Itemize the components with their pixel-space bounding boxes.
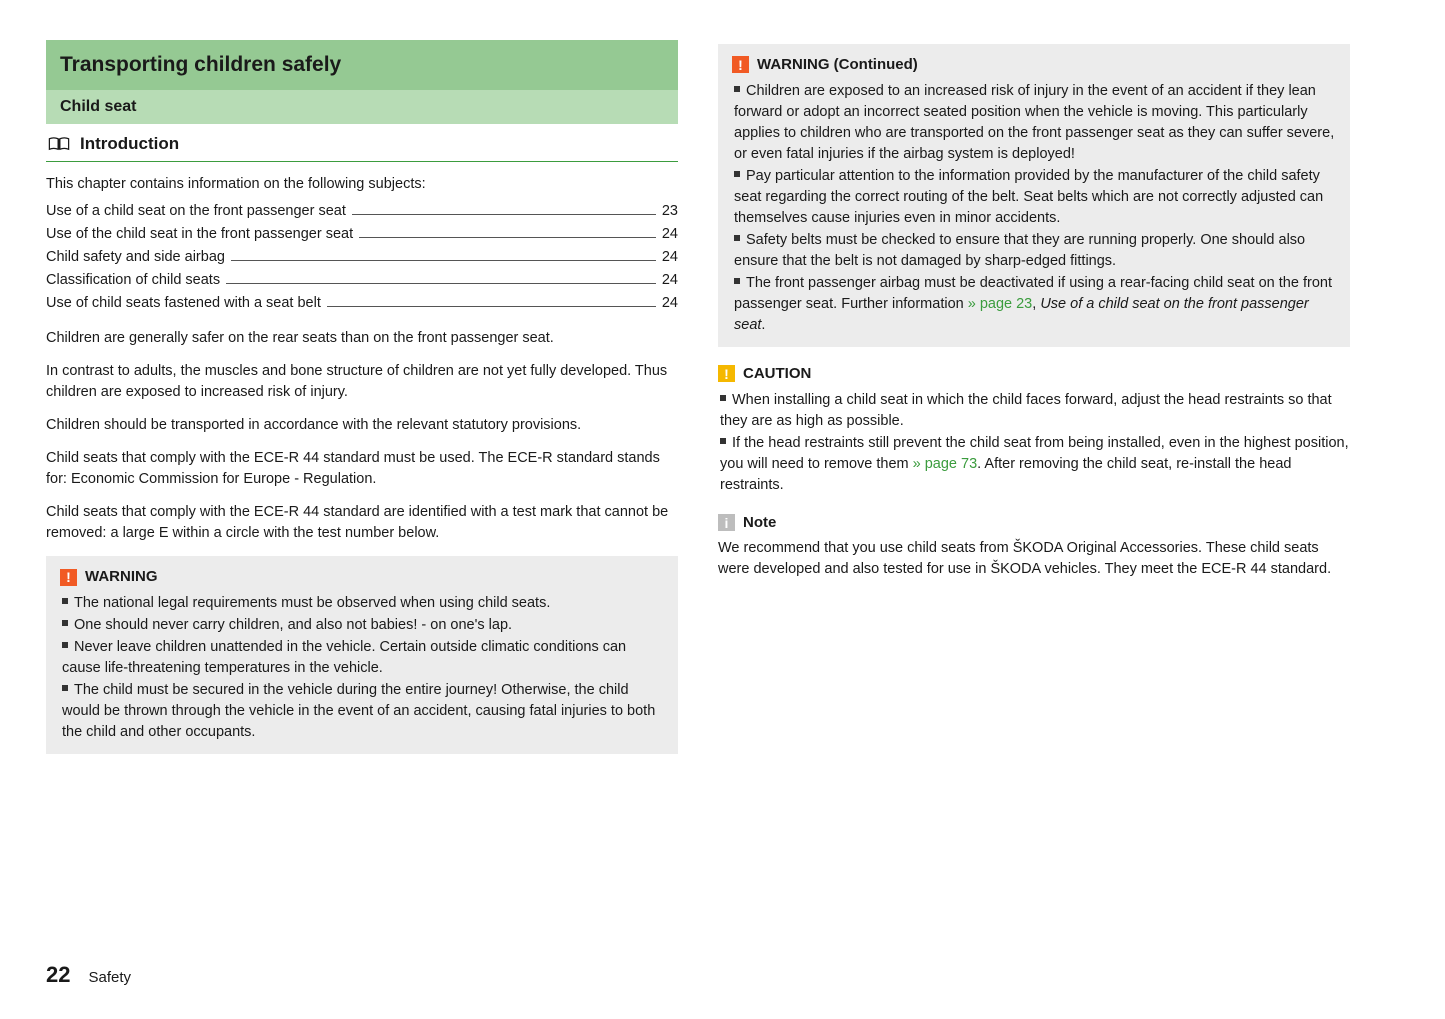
warning-item-text: The national legal requirements must be … <box>74 595 550 611</box>
toc-row: Use of child seats fastened with a seat … <box>46 293 678 314</box>
page-number: 22 <box>46 959 70 991</box>
note-title: i Note <box>718 512 1350 534</box>
right-column: ! WARNING (Continued) Children are expos… <box>718 40 1350 754</box>
body-paragraph: In contrast to adults, the muscles and b… <box>46 361 678 403</box>
warning-item: The child must be secured in the vehicle… <box>62 680 664 743</box>
caution-list: When installing a child seat in which th… <box>718 390 1350 496</box>
toc-row: Use of the child seat in the front passe… <box>46 224 678 245</box>
warning-icon: ! <box>732 56 749 73</box>
toc-label: Use of a child seat on the front passeng… <box>46 201 346 222</box>
footer-section-name: Safety <box>88 967 131 989</box>
left-column: Transporting children safely Child seat … <box>46 40 678 754</box>
note-text: We recommend that you use child seats fr… <box>718 538 1350 580</box>
page-reference-link[interactable]: » page 73 <box>913 456 978 472</box>
warning-item: Children are exposed to an increased ris… <box>734 81 1336 165</box>
toc-label: Use of the child seat in the front passe… <box>46 224 353 245</box>
toc: Use of a child seat on the front passeng… <box>46 201 678 314</box>
bullet-icon <box>720 395 726 401</box>
page-reference-link[interactable]: » page 23 <box>968 296 1033 312</box>
text-fragment: . <box>761 317 765 333</box>
bullet-icon <box>62 685 68 691</box>
warning-title-text: WARNING <box>85 566 158 588</box>
warning-item: Safety belts must be checked to ensure t… <box>734 230 1336 272</box>
warning-item: Pay particular attention to the informat… <box>734 166 1336 229</box>
bullet-icon <box>734 171 740 177</box>
intro-lead: This chapter contains information on the… <box>46 174 678 195</box>
warning-item-text: One should never carry children, and als… <box>74 617 512 633</box>
bullet-icon <box>720 438 726 444</box>
warning-item-text: Safety belts must be checked to ensure t… <box>734 232 1305 269</box>
intro-bar: Introduction <box>46 124 678 163</box>
page: Transporting children safely Child seat … <box>0 0 1445 754</box>
bullet-icon <box>734 86 740 92</box>
warning-item-text: Children are exposed to an increased ris… <box>734 83 1334 162</box>
warning-continued-list: Children are exposed to an increased ris… <box>732 81 1336 336</box>
toc-page: 24 <box>662 247 678 268</box>
bullet-icon <box>62 620 68 626</box>
body-paragraph: Child seats that comply with the ECE-R 4… <box>46 502 678 544</box>
warning-item-text: Never leave children unattended in the v… <box>62 639 626 676</box>
caution-item-text: When installing a child seat in which th… <box>720 392 1332 429</box>
caution-icon: ! <box>718 365 735 382</box>
note-title-text: Note <box>743 512 776 534</box>
sub-heading: Child seat <box>46 90 678 123</box>
warning-continued-title-text: WARNING (Continued) <box>757 54 918 76</box>
warning-continued-callout: ! WARNING (Continued) Children are expos… <box>718 44 1350 347</box>
book-icon <box>48 137 70 151</box>
body-paragraph: Child seats that comply with the ECE-R 4… <box>46 448 678 490</box>
toc-row: Classification of child seats 24 <box>46 270 678 291</box>
warning-list: The national legal requirements must be … <box>60 593 664 743</box>
toc-label: Classification of child seats <box>46 270 220 291</box>
warning-callout: ! WARNING The national legal requirement… <box>46 556 678 754</box>
toc-row: Use of a child seat on the front passeng… <box>46 201 678 222</box>
toc-leader <box>359 237 656 238</box>
warning-item-text: Pay particular attention to the informat… <box>734 168 1323 226</box>
warning-item: The national legal requirements must be … <box>62 593 664 614</box>
toc-page: 24 <box>662 224 678 245</box>
warning-continued-title: ! WARNING (Continued) <box>732 54 1336 76</box>
bullet-icon <box>734 278 740 284</box>
warning-item-text: The front passenger airbag must be deact… <box>734 275 1332 333</box>
toc-row: Child safety and side airbag 24 <box>46 247 678 268</box>
bullet-icon <box>62 598 68 604</box>
caution-item-text: If the head restraints still prevent the… <box>720 435 1349 493</box>
intro-title: Introduction <box>80 132 179 157</box>
caution-item: When installing a child seat in which th… <box>720 390 1350 432</box>
toc-leader <box>231 260 656 261</box>
body-paragraph: Children are generally safer on the rear… <box>46 328 678 349</box>
caution-title-text: CAUTION <box>743 363 811 385</box>
toc-leader <box>352 214 656 215</box>
toc-page: 23 <box>662 201 678 222</box>
warning-icon: ! <box>60 569 77 586</box>
body-paragraph: Children should be transported in accord… <box>46 415 678 436</box>
main-heading: Transporting children safely <box>46 40 678 90</box>
bullet-icon <box>734 235 740 241</box>
warning-item: Never leave children unattended in the v… <box>62 637 664 679</box>
caution-title: ! CAUTION <box>718 363 1350 385</box>
toc-leader <box>226 283 656 284</box>
toc-leader <box>327 306 656 307</box>
toc-page: 24 <box>662 270 678 291</box>
toc-label: Child safety and side airbag <box>46 247 225 268</box>
page-footer: 22 Safety <box>46 959 131 991</box>
bullet-icon <box>62 642 68 648</box>
warning-item: One should never carry children, and als… <box>62 615 664 636</box>
warning-item-text: The child must be secured in the vehicle… <box>62 682 655 740</box>
caution-item: If the head restraints still prevent the… <box>720 433 1350 496</box>
info-icon: i <box>718 514 735 531</box>
toc-label: Use of child seats fastened with a seat … <box>46 293 321 314</box>
warning-title: ! WARNING <box>60 566 664 588</box>
toc-page: 24 <box>662 293 678 314</box>
warning-item: The front passenger airbag must be deact… <box>734 273 1336 336</box>
